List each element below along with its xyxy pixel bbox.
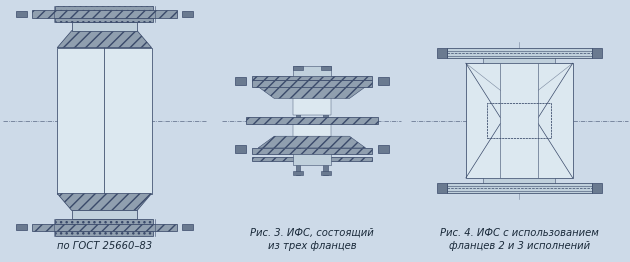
Bar [321, 171, 331, 175]
Bar [487, 103, 551, 138]
Bar [55, 6, 154, 10]
Text: Рис. 3. ИФС, состоящий
из трех фланцев: Рис. 3. ИФС, состоящий из трех фланцев [250, 228, 374, 251]
Bar [72, 210, 137, 219]
Bar [296, 66, 301, 175]
Bar [32, 223, 176, 231]
Bar [437, 183, 447, 193]
Bar [293, 88, 331, 115]
Bar [483, 178, 556, 184]
Bar [483, 57, 556, 63]
Bar [487, 103, 551, 138]
Bar [378, 77, 389, 85]
Polygon shape [57, 194, 152, 210]
Bar [246, 117, 377, 124]
Bar [55, 231, 154, 236]
Bar [293, 66, 303, 70]
Bar [252, 80, 372, 87]
Bar [181, 224, 193, 230]
Polygon shape [258, 136, 365, 148]
Bar [16, 11, 27, 17]
Bar [293, 171, 303, 175]
Bar [181, 11, 193, 17]
Bar [55, 219, 154, 223]
Bar [234, 145, 246, 153]
Bar [252, 76, 372, 80]
Bar [72, 22, 137, 31]
Bar [592, 183, 602, 193]
Bar [55, 18, 154, 22]
Bar [16, 224, 27, 230]
Bar [323, 66, 328, 175]
Bar [592, 48, 602, 58]
Bar [234, 77, 246, 85]
Bar [293, 155, 331, 165]
Bar [500, 63, 538, 178]
Text: Рис. 2. ИФС
по ГОСТ 25660–83: Рис. 2. ИФС по ГОСТ 25660–83 [57, 228, 152, 251]
Bar [252, 157, 372, 161]
Bar [57, 48, 152, 194]
Bar [466, 63, 573, 178]
Bar [378, 145, 389, 153]
Bar [447, 48, 592, 58]
Bar [321, 66, 331, 70]
Bar [32, 10, 176, 18]
Polygon shape [258, 87, 365, 99]
Bar [293, 124, 331, 147]
Bar [252, 148, 372, 155]
Polygon shape [57, 31, 152, 48]
Bar [447, 183, 592, 193]
Bar [293, 66, 331, 76]
Bar [437, 48, 447, 58]
Text: Рис. 4. ИФС с использованием
фланцев 2 и 3 исполнений: Рис. 4. ИФС с использованием фланцев 2 и… [440, 228, 598, 251]
